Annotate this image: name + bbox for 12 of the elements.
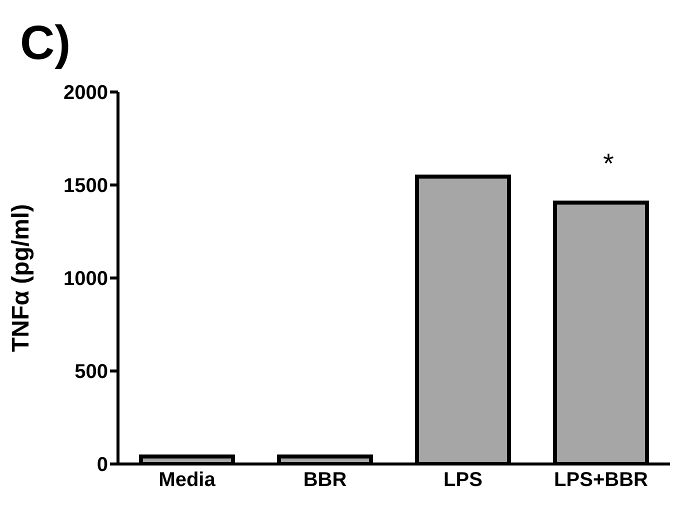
y-tick-label: 500 (74, 361, 108, 384)
chart-title: C) (20, 16, 71, 71)
y-tick-label: 2000 (64, 82, 108, 104)
x-tick-label: BBR (303, 469, 348, 492)
y-tick-label: 1500 (64, 175, 108, 198)
y-tick-label: 1000 (64, 268, 108, 290)
x-tick-label: LPS (444, 469, 482, 492)
y-tick-label: 0 (96, 454, 108, 476)
x-tick-label: Media (158, 469, 216, 492)
y-axis-title: TNFα (pg/ml) (8, 204, 35, 352)
annotation: * (603, 148, 614, 180)
x-tick-label: LPS+BBR (554, 469, 649, 492)
